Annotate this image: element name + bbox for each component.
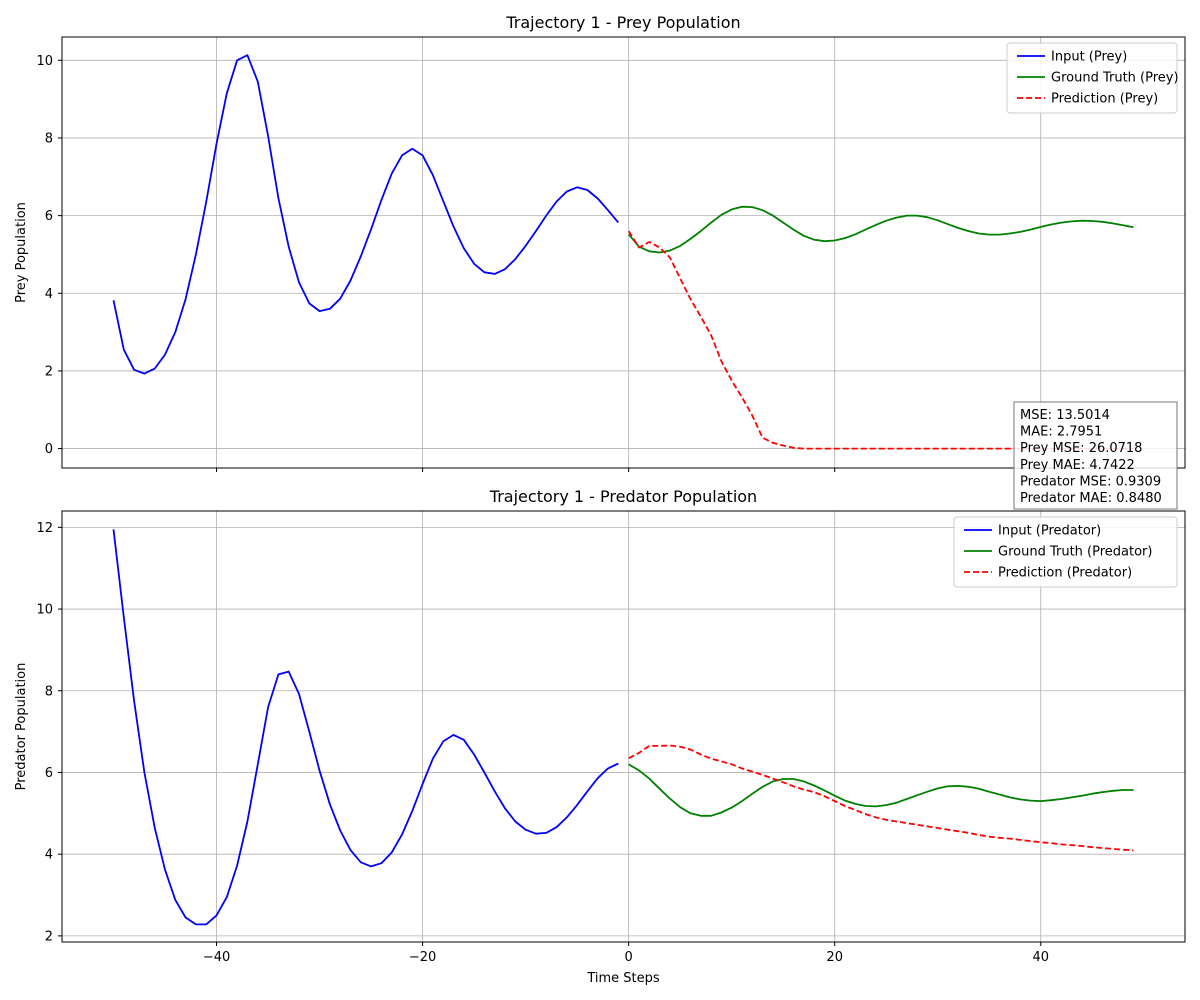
series-line-3 <box>628 744 1134 852</box>
y-tick-label: 6 <box>45 766 53 781</box>
chart-panel-1: 0 2 4 6 8 10 Trajectory 1 - Prey Population Pre… <box>14 13 1186 472</box>
y-axis-label: Predator Population <box>14 663 29 791</box>
series-line-2 <box>628 205 1134 254</box>
legend-label: Input (Predator) <box>998 524 1101 539</box>
legend-label: Prediction (Predator) <box>998 566 1132 581</box>
x-tick-label: 40 <box>1032 950 1049 965</box>
series-line-3 <box>627 230 1134 450</box>
metrics-line: Prey MAE: 4.7422 <box>1020 458 1135 473</box>
y-tick-label: 2 <box>45 364 53 379</box>
metrics-line: Predator MAE: 0.8480 <box>1020 491 1162 506</box>
y-axis-label: Prey Population <box>14 202 29 303</box>
y-tick-label: 4 <box>45 287 53 302</box>
metrics-line: MSE: 13.5014 <box>1020 408 1110 423</box>
legend-label: Prediction (Prey) <box>1051 92 1158 107</box>
metrics-line: MAE: 2.7951 <box>1020 425 1102 440</box>
y-tick-label: 12 <box>36 521 53 536</box>
y-tick-label: 0 <box>45 442 53 457</box>
metrics-line: Prey MSE: 26.0718 <box>1020 441 1142 456</box>
axes-frame <box>61 510 1186 943</box>
y-tick-label: 6 <box>45 209 53 224</box>
x-tick-label: −40 <box>203 950 230 965</box>
chart-title: Trajectory 1 - Predator Population <box>489 487 757 506</box>
chart-title: Trajectory 1 - Prey Population <box>505 13 740 32</box>
y-tick-label: 10 <box>36 54 53 69</box>
axes-frame <box>61 36 1186 469</box>
legend-box <box>1006 42 1178 114</box>
chart-panel-2: −40 −20 0 20 40 2 4 6 8 10 12 Trajectory 1 - Predat… <box>14 487 1186 986</box>
legend: Input (Prey) Ground Truth (Prey) Predictio… <box>1006 42 1179 114</box>
metrics-line: Predator MSE: 0.9309 <box>1020 474 1161 489</box>
y-tick-label: 2 <box>45 929 53 944</box>
series-line-1 <box>112 529 619 926</box>
legend: Input (Predator) Ground Truth (Predator) P… <box>953 516 1178 588</box>
series-line-1 <box>112 54 619 375</box>
x-axis-label: Time Steps <box>586 971 660 986</box>
legend-label: Ground Truth (Predator) <box>998 545 1152 560</box>
y-tick-label: 8 <box>45 684 53 699</box>
y-tick-label: 10 <box>36 603 53 618</box>
y-tick-label: 8 <box>45 131 53 146</box>
x-tick-label: 0 <box>625 950 633 965</box>
legend-label: Input (Prey) <box>1051 50 1127 65</box>
x-tick-label: 20 <box>826 950 843 965</box>
legend-label: Ground Truth (Prey) <box>1051 71 1179 86</box>
y-tick-label: 4 <box>45 848 53 863</box>
x-tick-label: −20 <box>409 950 436 965</box>
metrics-box-frame <box>1013 401 1178 510</box>
series-line-2 <box>628 763 1134 817</box>
legend-box <box>953 516 1178 588</box>
